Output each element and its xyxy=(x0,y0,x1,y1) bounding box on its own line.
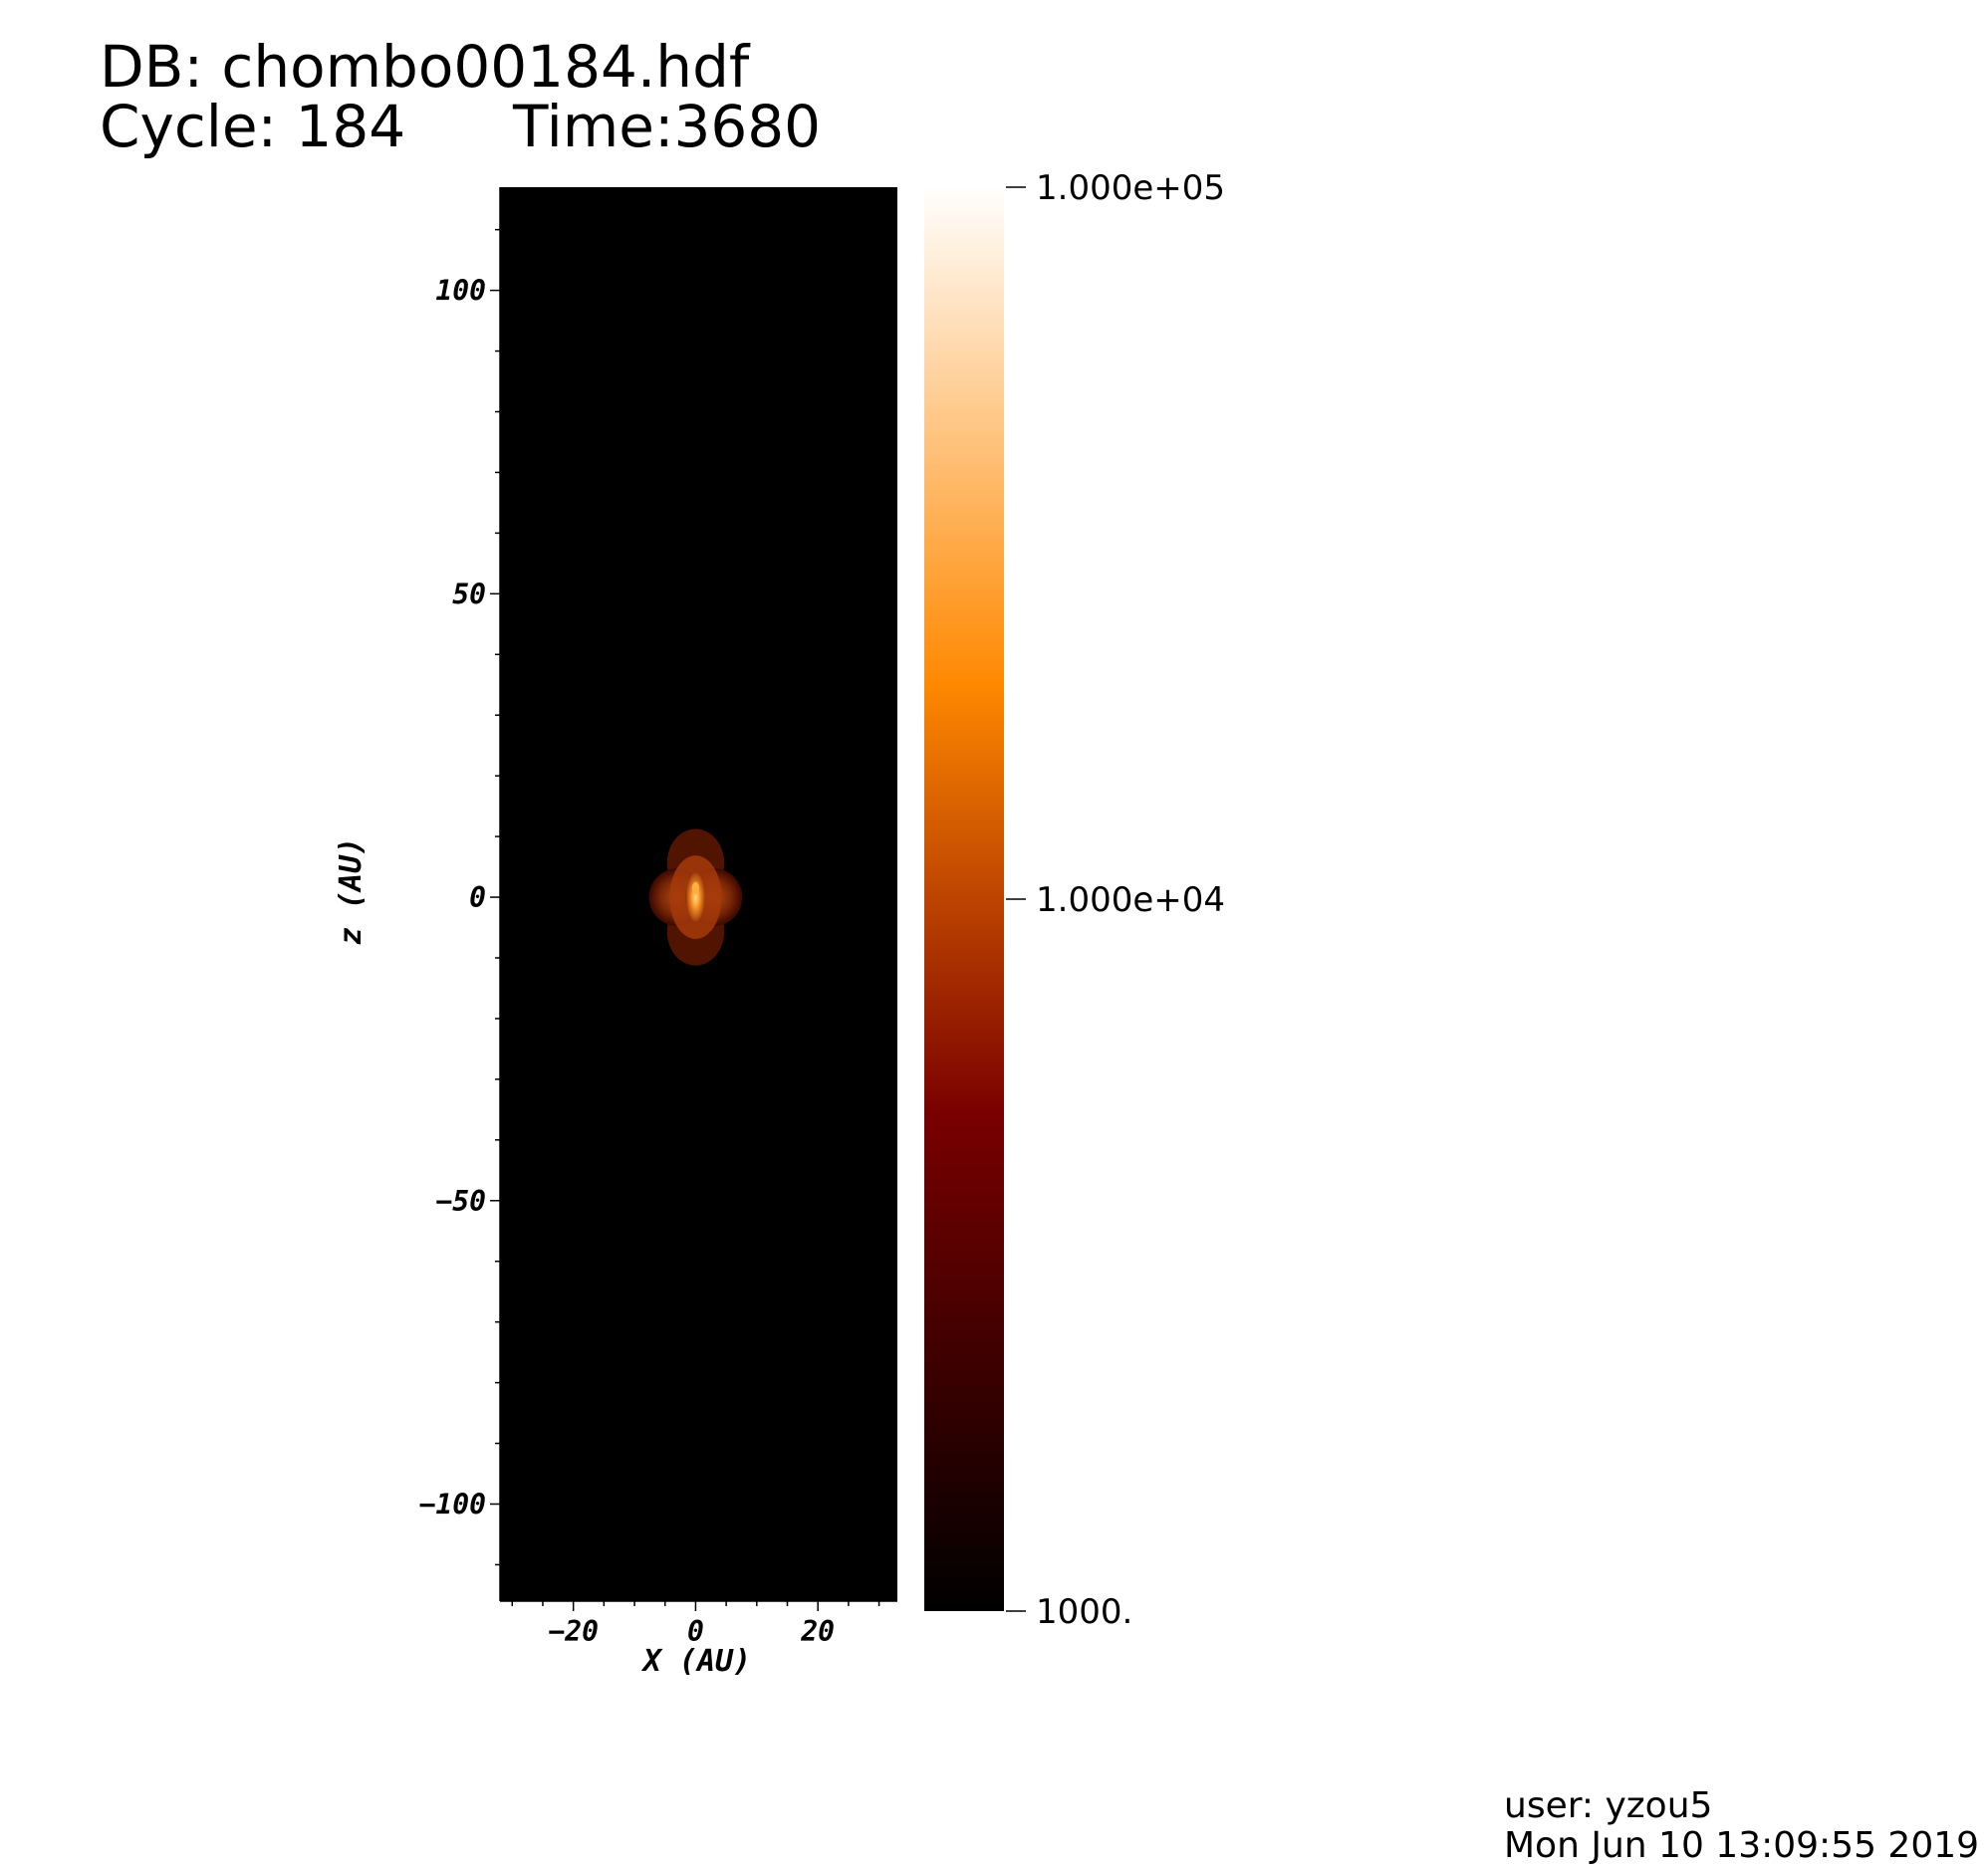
y-axis: 100 50 0 −50 −100 xyxy=(419,187,501,1601)
x-tick-label: −20 xyxy=(548,1615,599,1648)
y-tick-label: −50 xyxy=(435,1185,486,1218)
y-axis-label: z (AU) xyxy=(334,837,369,945)
colorbar-tick-label: 1000. xyxy=(1036,1592,1132,1632)
density-feature xyxy=(648,828,743,966)
core xyxy=(686,872,705,922)
timestamp-label: Mon Jun 10 13:09:55 2019 xyxy=(1504,1825,1980,1866)
x-tick-label: 0 xyxy=(687,1615,704,1648)
y-tick-label: 50 xyxy=(452,578,486,610)
db-title: DB: chombo00184.hdf xyxy=(100,33,750,101)
cycle-label: Cycle: 184 xyxy=(100,93,406,160)
plot-area xyxy=(500,187,897,1601)
cycle-time-line: Cycle: 184 Time:3680 xyxy=(100,98,821,155)
x-axis-label: X (AU) xyxy=(640,1644,751,1679)
time-label: Time:3680 xyxy=(513,93,822,160)
colorbar-tick-label: 1.000e+05 xyxy=(1036,168,1225,208)
y-tick-label: −100 xyxy=(419,1488,486,1520)
colorbar: 1.000e+05 1.000e+04 1000. xyxy=(924,168,1225,1632)
x-tick-label: 20 xyxy=(800,1615,835,1648)
core-bright-spot xyxy=(691,881,700,894)
colorbar-gradient xyxy=(924,187,1004,1611)
y-tick-label: 0 xyxy=(469,881,486,914)
colorbar-tick-label: 1.000e+04 xyxy=(1036,880,1225,920)
y-tick-label: 100 xyxy=(435,275,486,308)
x-axis: −20 0 20 xyxy=(500,1600,897,1648)
user-label: user: yzou5 xyxy=(1504,1785,1713,1826)
